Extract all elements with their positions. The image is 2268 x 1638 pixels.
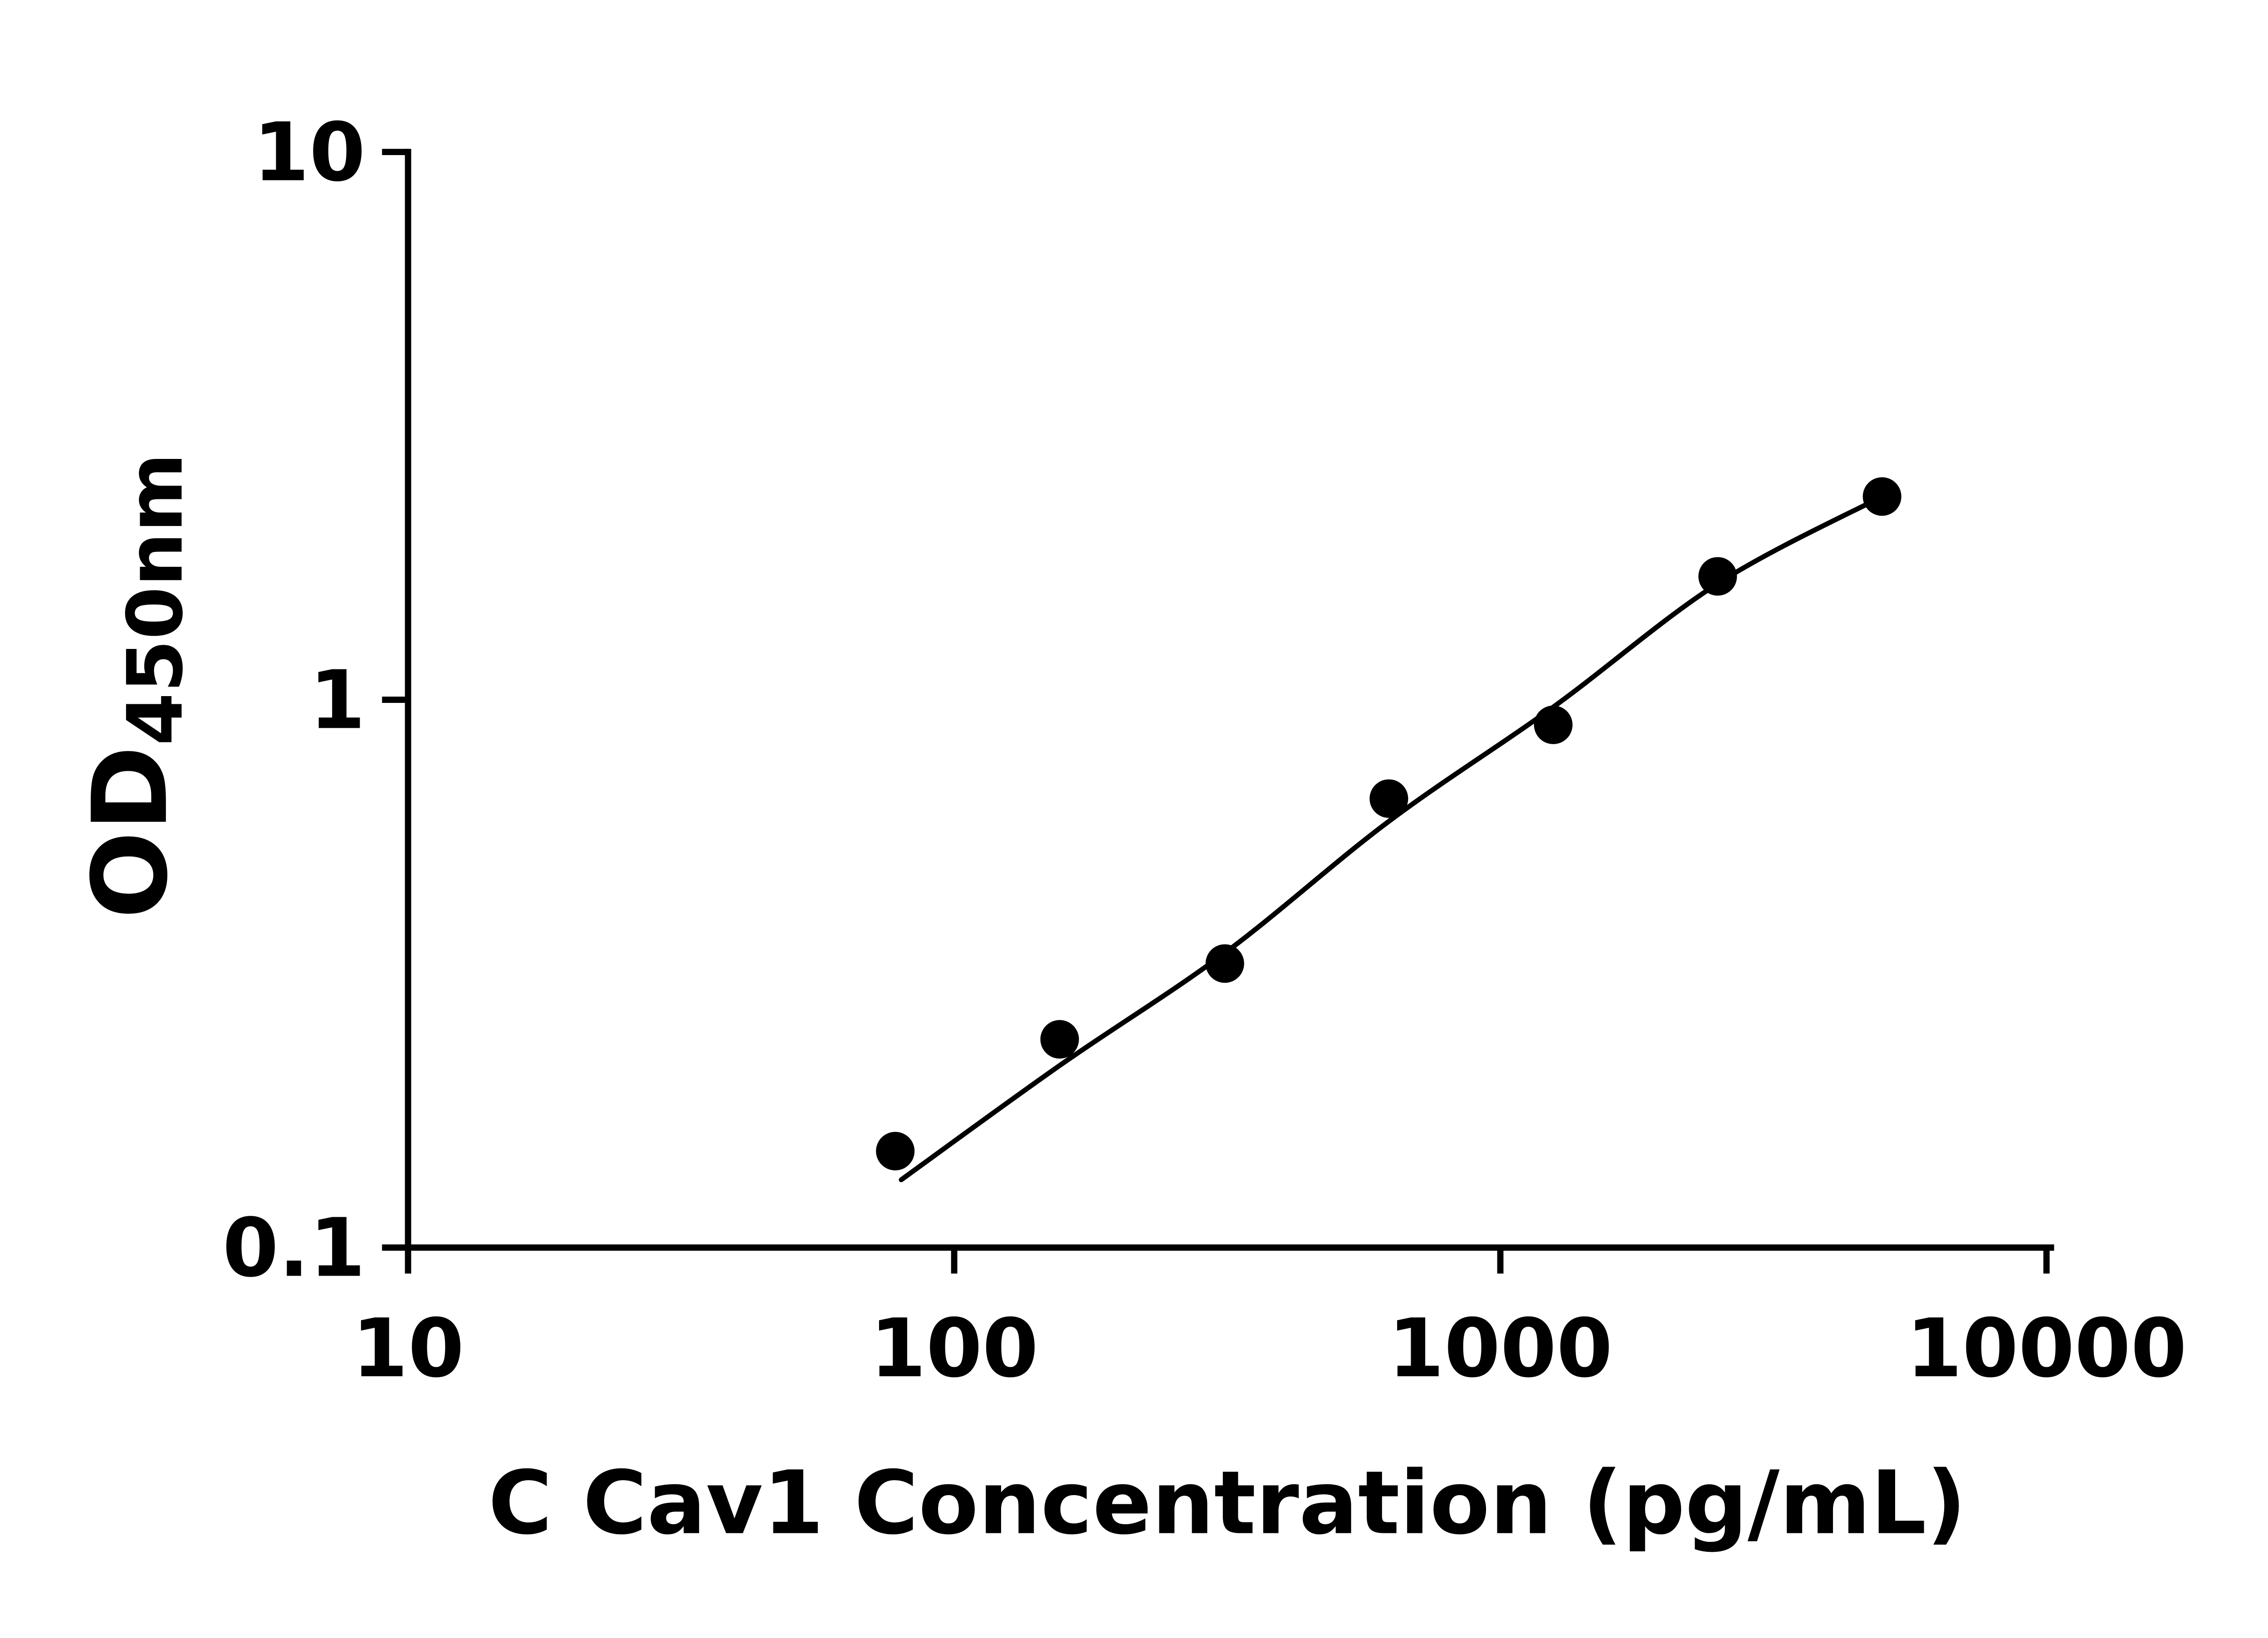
y-axis-title: OD450nm — [70, 453, 200, 919]
data-point — [1369, 779, 1408, 818]
x-axis-tick-labels: 10 100 1000 10000 — [352, 1302, 2187, 1395]
x-axis-title: C Cav1 Concentration (pg/mL) — [488, 1453, 1966, 1554]
y-axis-title-main: OD — [70, 746, 191, 919]
data-point — [1862, 477, 1901, 516]
data-point — [1534, 705, 1573, 744]
data-point — [1040, 1020, 1079, 1059]
x-tick-label: 1000 — [1388, 1302, 1613, 1395]
data-point — [1698, 557, 1737, 596]
data-points — [876, 477, 1901, 1170]
x-axis-ticks — [405, 1248, 2050, 1274]
axis-lines — [405, 149, 2054, 1251]
x-tick-label: 10000 — [1906, 1302, 2187, 1395]
data-point — [1205, 944, 1244, 983]
y-axis-title-subscript: 450nm — [111, 453, 200, 746]
x-tick-label: 100 — [870, 1302, 1038, 1395]
data-point — [876, 1131, 915, 1170]
y-tick-label: 10 — [253, 105, 366, 199]
y-tick-label: 0.1 — [222, 1201, 365, 1295]
x-tick-label: 10 — [352, 1302, 464, 1395]
plot-area: 10 100 1000 10000 0.1 1 10 C Cav1 Concentrati… — [70, 105, 2187, 1554]
fit-curve — [899, 494, 1885, 1182]
y-axis-ticks — [382, 149, 408, 1251]
y-tick-label: 1 — [309, 653, 366, 747]
y-axis-tick-labels: 0.1 1 10 — [222, 105, 365, 1295]
